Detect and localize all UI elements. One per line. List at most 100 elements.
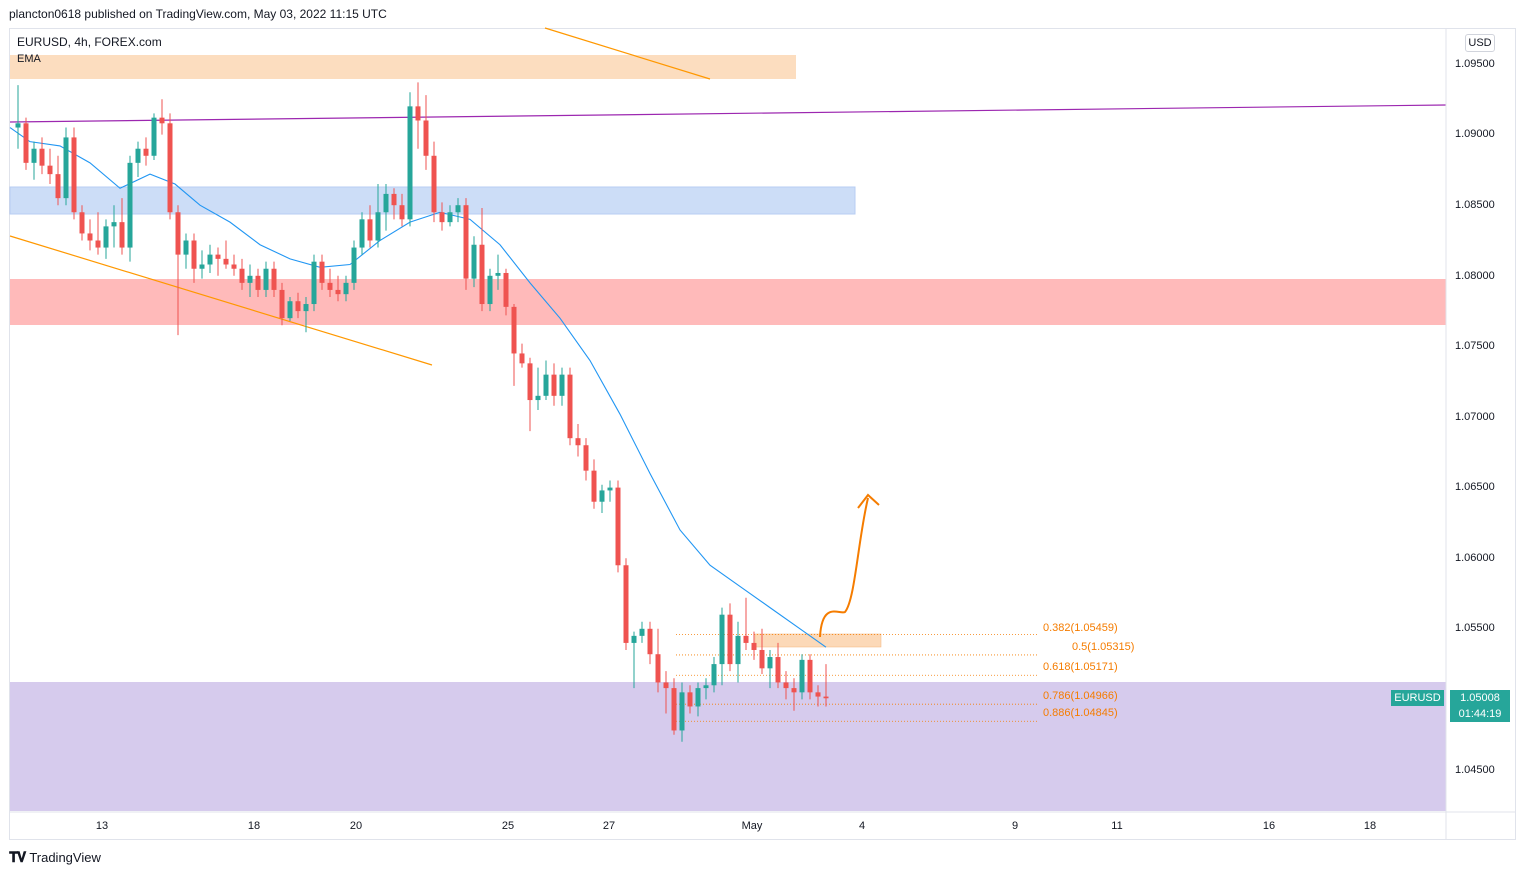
candle-body bbox=[103, 226, 109, 248]
candle-body bbox=[791, 688, 797, 693]
candle-body bbox=[111, 222, 117, 227]
x-tick: 16 bbox=[1262, 820, 1276, 832]
candle-body bbox=[575, 438, 581, 446]
x-tick: 27 bbox=[602, 820, 616, 832]
candle-body bbox=[167, 123, 173, 213]
candle-body bbox=[695, 688, 701, 707]
candle-body bbox=[151, 117, 157, 156]
candle-body bbox=[751, 642, 757, 650]
candle-body bbox=[519, 353, 525, 364]
candle-body bbox=[119, 222, 125, 248]
candle-body bbox=[727, 614, 733, 665]
candle-body bbox=[239, 268, 245, 283]
candle-body bbox=[231, 264, 237, 269]
candle-body bbox=[647, 628, 653, 655]
trend-line-lower bbox=[9, 235, 433, 366]
x-tick: 9 bbox=[1011, 820, 1019, 832]
candle-body bbox=[767, 657, 773, 669]
supply-zone-orange-top bbox=[10, 55, 796, 79]
candle-body bbox=[391, 193, 397, 206]
x-tick: 25 bbox=[501, 820, 515, 832]
candle-body bbox=[703, 685, 709, 689]
candle-body bbox=[423, 120, 429, 156]
x-tick: 18 bbox=[1363, 820, 1377, 832]
candle-body bbox=[63, 137, 69, 199]
candle-body bbox=[783, 682, 789, 689]
candle-body bbox=[823, 696, 829, 699]
candle-body bbox=[503, 272, 509, 307]
candle-body bbox=[799, 659, 805, 693]
orange-target-zone bbox=[754, 633, 882, 648]
x-tick: 4 bbox=[858, 820, 866, 832]
candle-body bbox=[759, 649, 765, 669]
candle-body bbox=[479, 244, 485, 305]
purple-demand-zone bbox=[10, 682, 1446, 811]
candle-body bbox=[607, 487, 613, 491]
candle-body bbox=[47, 165, 53, 175]
bar-countdown: 01:44:19 bbox=[1458, 708, 1502, 720]
y-tick: 1.06500 bbox=[1455, 481, 1495, 493]
candle-body bbox=[207, 254, 213, 265]
candle-body bbox=[39, 148, 45, 166]
candle-body bbox=[351, 247, 357, 283]
candle-body bbox=[95, 240, 101, 248]
candle-body bbox=[143, 148, 149, 156]
y-tick: 1.09500 bbox=[1455, 58, 1495, 70]
candle-body bbox=[711, 664, 717, 686]
candle-body bbox=[655, 654, 661, 683]
candle-body bbox=[807, 659, 813, 693]
candle-body bbox=[327, 282, 333, 290]
candle-body bbox=[183, 240, 189, 255]
candle-body bbox=[599, 490, 605, 502]
symbol-price-badge: EURUSD bbox=[1391, 690, 1444, 706]
candle-body bbox=[31, 148, 37, 163]
candle-body bbox=[511, 306, 517, 354]
ema-legend[interactable]: EMA bbox=[17, 53, 41, 65]
resistance-line bbox=[9, 104, 1447, 123]
projection-arrow bbox=[819, 497, 869, 638]
candle-body bbox=[543, 374, 549, 396]
y-tick: 1.06000 bbox=[1455, 552, 1495, 564]
candle-body bbox=[263, 268, 269, 290]
candle-body bbox=[359, 219, 365, 248]
candle-body bbox=[135, 148, 141, 163]
publish-header: plancton0618 published on TradingView.co… bbox=[0, 0, 1524, 28]
published-info: plancton0618 published on TradingView.co… bbox=[9, 7, 387, 21]
candle-body bbox=[335, 289, 341, 295]
candle-body bbox=[287, 301, 293, 319]
candle-body bbox=[719, 614, 725, 665]
candle-body bbox=[399, 205, 405, 220]
y-tick: 1.04500 bbox=[1455, 764, 1495, 776]
symbol-title[interactable]: EURUSD, 4h, FOREX.com bbox=[17, 35, 162, 49]
candle-body bbox=[447, 212, 453, 223]
candle-body bbox=[815, 692, 821, 697]
candle-body bbox=[455, 205, 461, 213]
chart-pane[interactable] bbox=[9, 28, 1516, 840]
candle-body bbox=[639, 628, 645, 636]
candle-body bbox=[175, 212, 181, 255]
candle-body bbox=[679, 692, 685, 731]
candle-body bbox=[215, 254, 221, 259]
brand-name: TradingView bbox=[29, 850, 101, 865]
candle-body bbox=[591, 470, 597, 502]
y-tick: 1.09000 bbox=[1455, 128, 1495, 140]
fib-label: 0.786(1.04966) bbox=[1043, 690, 1118, 702]
candle-body bbox=[735, 635, 741, 665]
candle-body bbox=[23, 123, 29, 163]
candle-body bbox=[463, 205, 469, 279]
candle-body bbox=[743, 635, 749, 643]
tradingview-footer[interactable]: 𝐓𝐕 TradingView bbox=[9, 849, 101, 866]
currency-button[interactable]: USD bbox=[1465, 34, 1495, 52]
candle-body bbox=[319, 261, 325, 283]
candle-body bbox=[375, 212, 381, 241]
candle-body bbox=[79, 212, 85, 234]
candle-body bbox=[303, 304, 309, 312]
candle-body bbox=[127, 162, 133, 248]
candle-body bbox=[343, 282, 349, 295]
candle-body bbox=[775, 657, 781, 683]
candle-body bbox=[71, 137, 77, 213]
y-tick: 1.05500 bbox=[1455, 622, 1495, 634]
candle-body bbox=[431, 155, 437, 213]
candle-body bbox=[583, 445, 589, 471]
